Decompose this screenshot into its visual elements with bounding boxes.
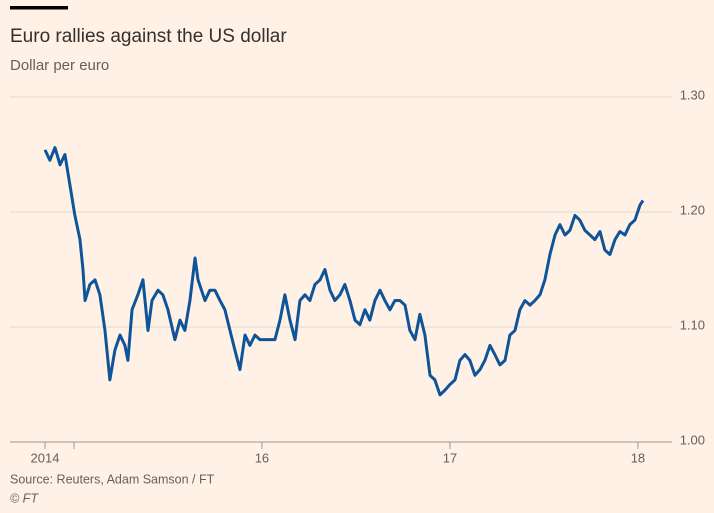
chart-subtitle: Dollar per euro: [10, 57, 109, 74]
y-tick-label: 1.20: [680, 202, 705, 217]
line-series: [43, 146, 645, 397]
y-tick-label: 1.10: [680, 317, 705, 332]
y-tick-label: 1.00: [680, 432, 705, 447]
x-tick-label: 17: [443, 450, 457, 465]
x-tick-label: 18: [631, 450, 645, 465]
source: Source: Reuters, Adam Samson / FT: [10, 472, 215, 486]
x-tick-label: 2014: [31, 450, 60, 465]
x-tick-label: 16: [255, 450, 269, 465]
credit: © FT: [10, 491, 39, 505]
chart-title: Euro rallies against the US dollar: [10, 26, 287, 47]
y-tick-label: 1.30: [680, 87, 705, 102]
title-bar: [10, 6, 68, 10]
